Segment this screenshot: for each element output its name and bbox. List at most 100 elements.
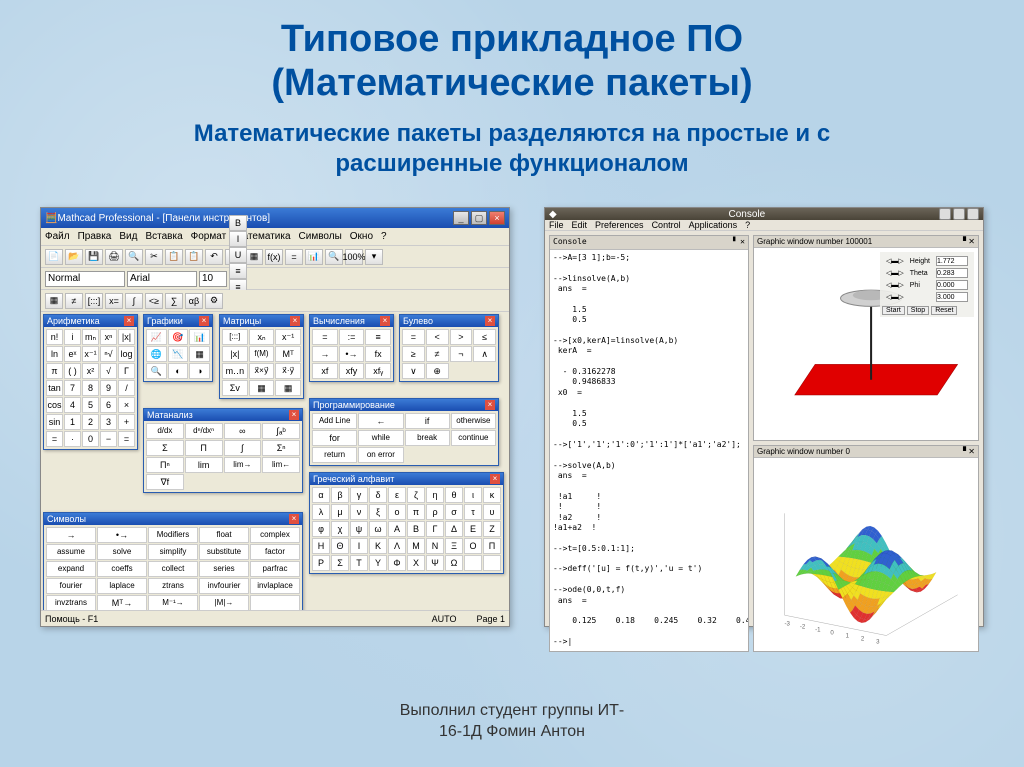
palette-cell[interactable]: |x| bbox=[118, 329, 135, 345]
palette-cell[interactable]: ω bbox=[369, 521, 387, 537]
menu-item[interactable]: ? bbox=[381, 231, 387, 242]
toolbar-button[interactable]: 🔍 bbox=[325, 249, 343, 265]
palette-cell[interactable]: parfrac bbox=[250, 561, 300, 577]
close-button[interactable] bbox=[967, 208, 979, 220]
palette-cell[interactable]: Μ bbox=[407, 538, 425, 554]
menu-item[interactable]: Символы bbox=[299, 231, 342, 242]
palette-cell[interactable]: xf bbox=[312, 363, 338, 379]
menu-item[interactable]: Edit bbox=[572, 220, 588, 230]
palette-cell[interactable]: coeffs bbox=[97, 561, 147, 577]
palette-cell[interactable]: η bbox=[426, 487, 444, 503]
palette-cell[interactable]: i bbox=[64, 329, 81, 345]
palette-cell[interactable]: ψ bbox=[350, 521, 368, 537]
palette-cell[interactable]: ≥ bbox=[402, 346, 425, 362]
palette-cell[interactable]: •→ bbox=[97, 527, 147, 543]
palette-cell[interactable]: Υ bbox=[369, 555, 387, 571]
palette-cell[interactable]: Ε bbox=[464, 521, 482, 537]
palette-cell[interactable]: 🎯 bbox=[168, 329, 189, 345]
palette-cell[interactable]: Ι bbox=[350, 538, 368, 554]
palette-cell[interactable]: log bbox=[118, 346, 135, 362]
menu-item[interactable]: File bbox=[549, 220, 564, 230]
palette-cell[interactable]: collect bbox=[148, 561, 198, 577]
palette-cell[interactable]: 0 bbox=[82, 431, 99, 447]
palette-cell[interactable]: Π bbox=[185, 440, 223, 456]
palette-cell[interactable]: xⁿ bbox=[100, 329, 117, 345]
math-toolbar-button[interactable]: ▦ bbox=[45, 293, 63, 309]
palette-cell[interactable]: α bbox=[312, 487, 330, 503]
toolbar-button[interactable]: 🔍 bbox=[125, 249, 143, 265]
palette-cell[interactable]: < bbox=[426, 329, 449, 345]
palette-cell[interactable]: Ρ bbox=[312, 555, 330, 571]
palette-cell[interactable]: lim→ bbox=[224, 457, 262, 473]
palette-cell[interactable]: 6 bbox=[100, 397, 117, 413]
palette-cell[interactable]: eˣ bbox=[64, 346, 81, 362]
palette-cell[interactable]: Η bbox=[312, 538, 330, 554]
palette-cell[interactable]: Σⁿ bbox=[262, 440, 300, 456]
palette-cell[interactable]: ∨ bbox=[402, 363, 425, 379]
palette-cell[interactable]: √ bbox=[100, 363, 117, 379]
palette-cell[interactable]: ▦ bbox=[249, 380, 275, 396]
palette-cell[interactable]: laplace bbox=[97, 578, 147, 594]
palette-cell[interactable]: while bbox=[358, 430, 403, 446]
palette-cell[interactable]: 5 bbox=[82, 397, 99, 413]
palette-close-icon[interactable]: × bbox=[485, 400, 495, 410]
toolbar-button[interactable]: 📂 bbox=[65, 249, 83, 265]
palette-cell[interactable]: Α bbox=[388, 521, 406, 537]
palette-cell[interactable] bbox=[483, 555, 501, 571]
palette-cell[interactable]: |M|→ bbox=[199, 595, 249, 610]
palette-cell[interactable]: series bbox=[199, 561, 249, 577]
palette-close-icon[interactable]: × bbox=[124, 316, 134, 326]
palette-cell[interactable]: f(M) bbox=[249, 346, 275, 362]
palette-cell[interactable]: τ bbox=[464, 504, 482, 520]
math-toolbar-button[interactable]: x= bbox=[105, 293, 123, 309]
palette-cell[interactable]: if bbox=[405, 413, 450, 429]
palette-cell[interactable]: ▦ bbox=[189, 346, 210, 362]
palette-cell[interactable]: invfourier bbox=[199, 578, 249, 594]
palette-cell[interactable]: xfᵧ bbox=[365, 363, 391, 379]
palette-cell[interactable]: / bbox=[118, 380, 135, 396]
palette-cell[interactable]: Σ bbox=[331, 555, 349, 571]
palette-cell[interactable]: 8 bbox=[82, 380, 99, 396]
math-toolbar-button[interactable]: ≠ bbox=[65, 293, 83, 309]
menu-item[interactable]: Applications bbox=[689, 220, 738, 230]
palette-cell[interactable]: ≠ bbox=[426, 346, 449, 362]
palette-cell[interactable]: ¬ bbox=[450, 346, 473, 362]
palette-cell[interactable]: := bbox=[339, 329, 365, 345]
menu-item[interactable]: Вид bbox=[119, 231, 137, 242]
palette-cell[interactable]: ν bbox=[350, 504, 368, 520]
palette-cell[interactable]: χ bbox=[331, 521, 349, 537]
palette-cell[interactable]: φ bbox=[312, 521, 330, 537]
pane-undock-icon[interactable]: ▝ ✕ bbox=[960, 447, 975, 456]
control-value[interactable] bbox=[936, 292, 968, 302]
palette-cell[interactable]: complex bbox=[250, 527, 300, 543]
palette-cell[interactable]: cos bbox=[46, 397, 63, 413]
palette-cell[interactable]: Mᵀ→ bbox=[97, 595, 147, 610]
palette-cell[interactable]: x⁻¹ bbox=[275, 329, 301, 345]
palette-cell[interactable]: x⃗×y⃗ bbox=[249, 363, 275, 379]
palette-cell[interactable]: xₙ bbox=[249, 329, 275, 345]
palette-cell[interactable]: Κ bbox=[369, 538, 387, 554]
palette-cell[interactable]: β bbox=[331, 487, 349, 503]
palette-cell[interactable]: x⃗·y⃗ bbox=[275, 363, 301, 379]
palette-cell[interactable]: 3 bbox=[100, 414, 117, 430]
palette-cell[interactable]: Ο bbox=[464, 538, 482, 554]
palette-cell[interactable]: ≡ bbox=[365, 329, 391, 345]
palette-cell[interactable]: ζ bbox=[407, 487, 425, 503]
toolbar-button[interactable]: 100% bbox=[345, 249, 363, 265]
palette-cell[interactable]: μ bbox=[331, 504, 349, 520]
style-select[interactable]: Normal bbox=[45, 271, 125, 287]
palette-cell[interactable]: assume bbox=[46, 544, 96, 560]
palette-cell[interactable]: tan bbox=[46, 380, 63, 396]
palette-cell[interactable]: otherwise bbox=[451, 413, 496, 429]
palette-cell[interactable]: lim← bbox=[262, 457, 300, 473]
toolbar-button[interactable]: 🖨 bbox=[105, 249, 123, 265]
palette-cell[interactable]: substitute bbox=[199, 544, 249, 560]
menu-item[interactable]: Вставка bbox=[145, 231, 182, 242]
menu-item[interactable]: Окно bbox=[350, 231, 373, 242]
palette-cell[interactable]: ln bbox=[46, 346, 63, 362]
palette-cell[interactable]: ε bbox=[388, 487, 406, 503]
palette-close-icon[interactable]: × bbox=[485, 316, 495, 326]
maximize-button[interactable] bbox=[953, 208, 965, 220]
palette-cell[interactable]: Γ bbox=[426, 521, 444, 537]
palette-cell[interactable]: κ bbox=[483, 487, 501, 503]
